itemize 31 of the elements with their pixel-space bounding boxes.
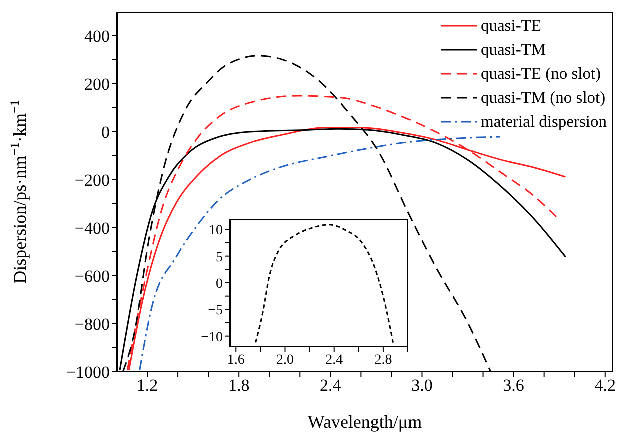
legend-label: quasi-TM [480,40,546,60]
line-series [139,136,501,371]
y-tick-label: −600 [74,267,110,286]
x-tick-label: 3.0 [412,376,433,396]
legend-label: quasi-TE (no slot) [480,64,602,84]
y-tick-label: −1000 [66,363,110,382]
y-tick-label: −400 [74,219,110,238]
y-tick-label: 400 [84,27,110,46]
y-tick-label: 0 [102,123,110,142]
x-tick-label: 1.2 [136,376,158,396]
y-tick-label: 5 [216,250,223,266]
x-tick-label: 2.4 [320,376,342,396]
y-tick-label: −800 [74,315,110,334]
legend-label: material dispersion [480,112,607,132]
x-tick-label: 2.4 [326,352,344,368]
x-tick-label: 2.0 [276,352,294,368]
y-tick-label: 0 [216,276,223,292]
y-tick-label: −5 [208,304,223,319]
legend-label: quasi-TE [480,16,542,36]
x-tick-label: 4.2 [594,376,616,396]
y-tick-label: −200 [74,171,110,190]
y-tick-label: 10 [209,224,223,239]
y-tick-label: −10 [201,330,223,346]
x-tick-label: 1.8 [228,376,250,396]
x-tick-label: 3.6 [503,376,524,396]
x-tick-label: 1.6 [227,352,245,368]
x-axis-title: Wavelength/μm [308,412,422,432]
x-tick-label: 2.8 [374,352,392,368]
line-series [255,224,394,344]
legend-label: quasi-TM (no slot) [480,88,606,108]
y-tick-label: 200 [84,75,110,94]
